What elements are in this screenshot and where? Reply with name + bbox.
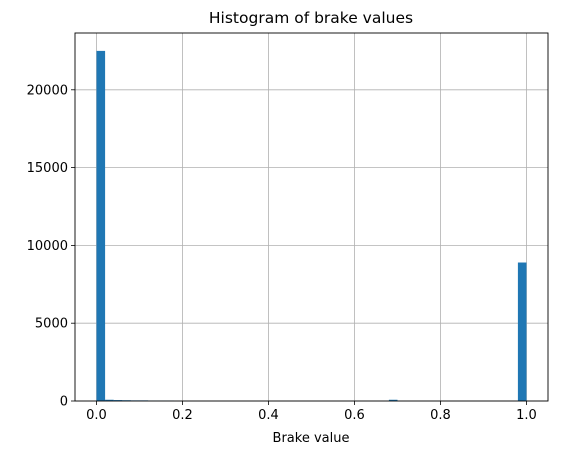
y-tick-label: 5000 (35, 317, 68, 332)
x-tick-label: 0.6 (344, 408, 365, 423)
x-axis-ticks: 0.0 0.2 0.4 0.6 0.8 1.0 (86, 401, 537, 423)
x-tick-label: 1.0 (516, 408, 537, 423)
x-tick-label: 0.2 (172, 408, 193, 423)
chart-title: Histogram of brake values (209, 9, 413, 27)
histogram-bar (105, 399, 114, 401)
y-axis-ticks: 0 5000 10000 15000 20000 (27, 83, 75, 410)
plot-frame (74, 32, 549, 402)
histogram-bar (113, 400, 123, 401)
x-tick-label: 0.0 (86, 408, 107, 423)
y-tick-label: 15000 (27, 161, 68, 176)
y-tick-label: 10000 (27, 239, 68, 254)
x-tick-label: 0.4 (258, 408, 279, 423)
y-tick-label: 0 (60, 395, 68, 410)
y-tick-label: 20000 (27, 83, 68, 98)
histogram-bar (388, 399, 398, 401)
x-axis-label: Brake value (273, 431, 350, 446)
x-tick-label: 0.8 (430, 408, 451, 423)
histogram-bar (96, 50, 106, 402)
histogram-bar (517, 262, 527, 401)
